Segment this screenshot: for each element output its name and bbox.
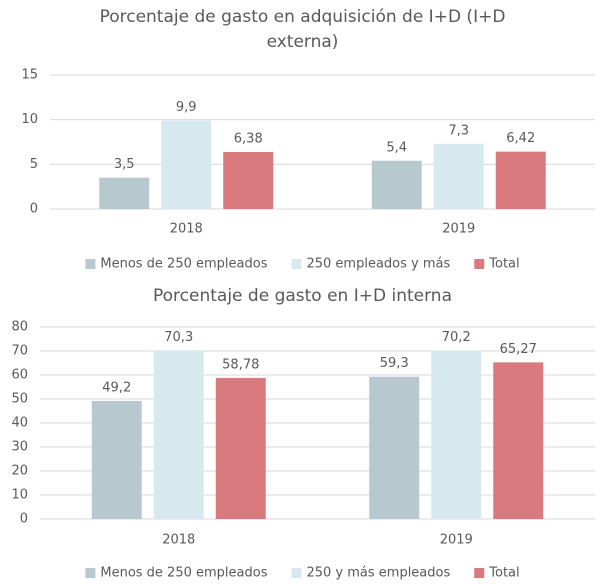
legend-swatch bbox=[85, 259, 96, 269]
y-tick-label: 0 bbox=[20, 512, 28, 527]
bar bbox=[223, 152, 274, 209]
y-tick-label: 30 bbox=[11, 440, 28, 455]
legend-label: Total bbox=[488, 257, 519, 272]
bar bbox=[161, 120, 212, 209]
y-tick-label: 60 bbox=[11, 368, 28, 383]
value-label: 3,5 bbox=[114, 157, 135, 172]
value-label: 58,78 bbox=[222, 357, 259, 372]
bar bbox=[369, 376, 420, 519]
y-tick-label: 50 bbox=[11, 392, 28, 407]
value-label: 65,27 bbox=[500, 342, 537, 357]
bar bbox=[433, 143, 484, 209]
legend-swatch bbox=[85, 568, 96, 578]
bar bbox=[495, 151, 546, 209]
y-tick-label: 5 bbox=[30, 157, 38, 172]
y-tick-label: 10 bbox=[21, 112, 38, 127]
y-tick-label: 10 bbox=[11, 488, 28, 503]
legend-swatch bbox=[291, 568, 302, 578]
x-tick-label: 2019 bbox=[442, 222, 475, 237]
bar bbox=[215, 377, 266, 519]
y-tick-label: 20 bbox=[11, 464, 28, 479]
chart-title-box: Porcentaje de gasto en adquisición de I+… bbox=[99, 7, 506, 52]
value-label: 6,42 bbox=[506, 131, 535, 146]
x-tick-label: 2018 bbox=[162, 533, 195, 548]
y-tick-label: 15 bbox=[21, 68, 38, 83]
chart-title: Porcentaje de gasto en I+D interna bbox=[153, 286, 452, 306]
legend: Menos de 250 empleados 250 empleados y má… bbox=[85, 257, 520, 272]
legend-swatch bbox=[474, 568, 485, 578]
value-label: 7,3 bbox=[448, 123, 469, 138]
bar bbox=[153, 350, 204, 519]
value-label: 59,3 bbox=[380, 356, 409, 371]
chart-title: Porcentaje de gasto en adquisición de I+… bbox=[99, 7, 506, 52]
x-tick-label: 2018 bbox=[170, 222, 203, 237]
value-label: 49,2 bbox=[102, 380, 131, 395]
legend-label: Menos de 250 empleados bbox=[100, 566, 267, 581]
legend-label: 250 empleados y más bbox=[306, 257, 450, 272]
y-tick-label: 40 bbox=[11, 416, 28, 431]
legend-label: Total bbox=[488, 566, 519, 581]
y-tick-label: 70 bbox=[11, 344, 28, 359]
legend-swatch bbox=[474, 259, 485, 269]
chart-title-box: Porcentaje de gasto en I+D interna bbox=[153, 286, 452, 306]
legend: Menos de 250 empleados 250 y más empleado… bbox=[85, 566, 520, 581]
bar bbox=[99, 177, 150, 209]
value-label: 70,3 bbox=[164, 330, 193, 345]
y-tick-label: 0 bbox=[30, 202, 38, 217]
value-label: 70,2 bbox=[442, 330, 471, 345]
bar bbox=[493, 362, 544, 519]
x-tick-label: 2019 bbox=[440, 533, 473, 548]
value-label: 5,4 bbox=[386, 140, 407, 155]
bar bbox=[91, 400, 142, 519]
legend-swatch bbox=[291, 259, 302, 269]
legend-label: Menos de 250 empleados bbox=[100, 257, 267, 272]
y-tick-label: 80 bbox=[11, 320, 28, 335]
bar bbox=[431, 350, 482, 519]
value-label: 6,38 bbox=[234, 132, 263, 147]
legend-label: 250 y más empleados bbox=[306, 566, 450, 581]
bar bbox=[371, 160, 422, 209]
value-label: 9,9 bbox=[176, 100, 197, 115]
